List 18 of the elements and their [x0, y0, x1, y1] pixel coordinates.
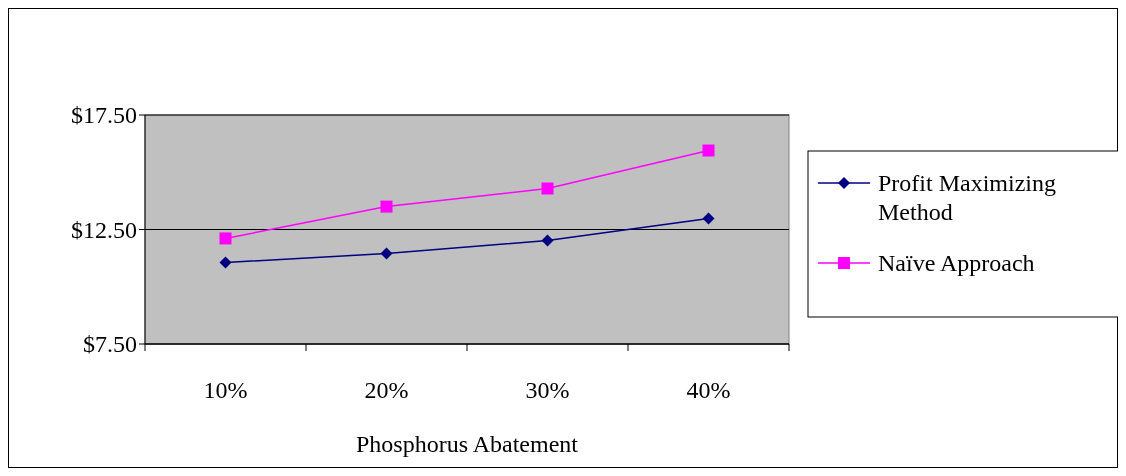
legend-label: Profit Maximizing Method	[878, 170, 1056, 226]
x-axis-title: Phosphorus Abatement	[356, 431, 579, 457]
point	[702, 144, 715, 157]
x-tick-label: 30%	[525, 377, 570, 403]
point	[541, 182, 554, 195]
point	[380, 200, 393, 213]
x-tick-label: 10%	[203, 377, 248, 403]
legend-label: Naïve Approach	[878, 250, 1035, 277]
point	[702, 212, 715, 225]
x-tick-label: 20%	[364, 377, 409, 403]
y-tick-label: $17.50	[71, 102, 137, 129]
point	[380, 247, 393, 260]
point	[541, 234, 554, 247]
point	[219, 256, 232, 269]
y-tick-label: $12.50	[71, 216, 137, 243]
x-tick-label: 40%	[686, 377, 731, 403]
y-tick-label: $7.50	[83, 331, 137, 358]
point	[219, 232, 232, 245]
